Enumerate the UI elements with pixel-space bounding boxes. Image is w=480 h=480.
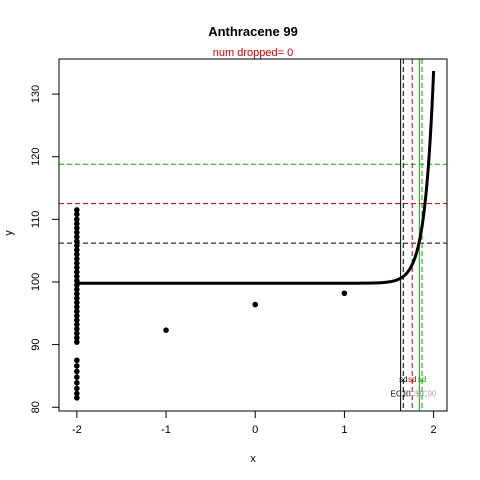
data-point-31: [74, 357, 80, 364]
data-point-30: [74, 339, 80, 345]
data-points: [74, 207, 348, 401]
data-point-35: [74, 380, 80, 386]
x-axis: -2 -1 0 1 2: [72, 410, 437, 436]
data-point-16: [74, 277, 80, 284]
y-axis-label: y: [3, 230, 15, 236]
data-point-2: [74, 216, 80, 223]
data-point-28: [74, 330, 80, 337]
data-point-18: [74, 286, 80, 293]
annotation-5: EC90: [416, 390, 437, 399]
data-point-22: [74, 304, 80, 310]
x-tick-label-0: -2: [72, 424, 82, 436]
data-point-37: [74, 390, 80, 397]
data-point-7: [74, 238, 80, 245]
data-point-13: [74, 264, 80, 271]
data-point-41: [341, 290, 348, 297]
annotation-1: sd: [408, 375, 416, 384]
annotation-4: EC50: [404, 390, 425, 399]
annotation-0: sd: [399, 375, 407, 384]
data-point-29: [74, 334, 80, 341]
data-point-23: [74, 308, 80, 315]
data-point-38: [74, 395, 80, 401]
data-point-14: [74, 269, 80, 275]
plot-frame: [58, 58, 448, 412]
chart-title: Anthracene 99: [208, 24, 298, 39]
data-point-4: [74, 225, 80, 231]
x-tick-label-3: 1: [341, 424, 347, 436]
y-axis: 80 90 100 110 120 130: [30, 85, 60, 413]
y-tick-label-2: 100: [30, 273, 42, 291]
x-axis-label: x: [250, 453, 256, 465]
data-point-21: [74, 299, 80, 306]
fit-curve: [76, 70, 436, 285]
data-point-8: [74, 242, 80, 249]
data-point-20: [74, 295, 80, 302]
data-point-24: [74, 312, 80, 319]
data-point-27: [74, 326, 80, 332]
data-point-34: [74, 374, 80, 380]
data-point-15: [74, 273, 80, 280]
data-point-33: [74, 368, 80, 375]
data-point-32: [74, 363, 80, 369]
y-tick-label-0: 80: [30, 401, 42, 413]
data-point-17: [74, 282, 80, 288]
x-tick-label-1: -1: [161, 424, 171, 436]
data-point-19: [74, 291, 80, 297]
y-tick-label-5: 130: [30, 85, 42, 103]
y-tick-label-3: 110: [30, 211, 42, 229]
data-point-12: [74, 260, 80, 266]
annotation-2: sd: [418, 375, 426, 384]
data-point-0: [74, 207, 80, 213]
data-point-9: [74, 247, 80, 253]
y-tick-label-4: 120: [30, 148, 42, 166]
annotation-3: EC10: [391, 390, 412, 399]
x-tick-label-4: 2: [431, 424, 437, 436]
data-point-39: [163, 327, 169, 334]
data-point-3: [74, 220, 80, 227]
y-tick-label-1: 90: [30, 338, 42, 350]
data-point-36: [74, 385, 80, 392]
data-point-26: [74, 321, 80, 328]
data-point-40: [252, 301, 259, 308]
data-point-5: [74, 229, 80, 236]
x-tick-label-2: 0: [252, 424, 258, 436]
data-point-10: [74, 251, 80, 258]
data-point-1: [74, 211, 80, 218]
chart-subtitle: num dropped= 0: [213, 47, 293, 59]
data-point-11: [74, 256, 80, 262]
data-point-25: [74, 317, 80, 323]
data-point-6: [74, 234, 80, 240]
reference-lines: [59, 59, 447, 411]
fit-curve-group: [76, 70, 436, 285]
